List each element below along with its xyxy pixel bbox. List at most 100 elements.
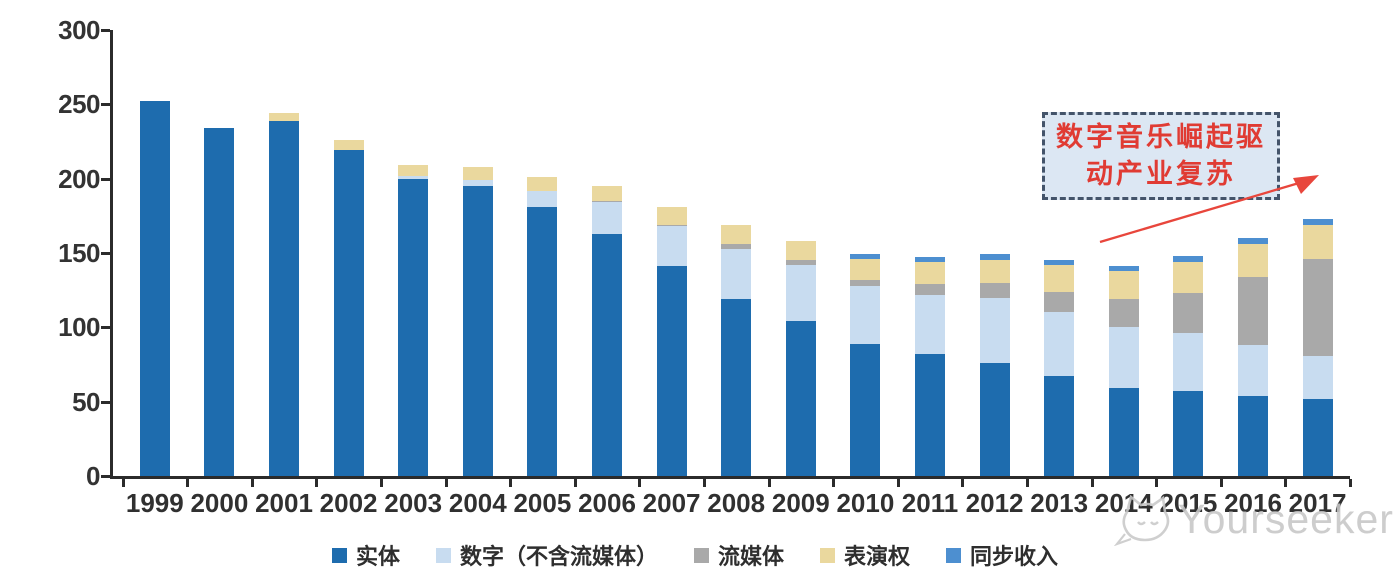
bar-segment-sync-revenue-2015: [1173, 255, 1204, 262]
bar-segment-performance-rights-2015: [1173, 261, 1204, 294]
bar-segment-sync-revenue-2014: [1108, 266, 1139, 271]
x-tick: [250, 479, 254, 487]
bar-segment-physical-2009: [785, 321, 816, 476]
x-tick-label-2002: 2002: [319, 488, 378, 518]
x-tick: [444, 479, 448, 487]
watermark-text: Yourseeker: [1178, 495, 1394, 542]
bar-segment-performance-rights-2004: [462, 166, 493, 181]
bar-segment-streaming-2011: [915, 284, 945, 295]
bar-segment-digital-ex-streaming-2003: [398, 175, 429, 179]
bar-segment-physical-2002: [333, 150, 364, 476]
legend-swatch-performance-rights: [820, 547, 835, 563]
y-tick: [101, 400, 110, 404]
legend-item-physical: 实体: [331, 539, 400, 571]
legend: 实体 数字（不含流媒体） 流媒体 表演权 同步收入: [0, 539, 1390, 571]
bar-segment-physical-2011: [915, 354, 945, 476]
x-tick: [573, 479, 577, 487]
bar-segment-physical-2015: [1173, 391, 1204, 476]
x-tick: [1348, 479, 1352, 487]
bar-segment-performance-rights-2003: [398, 165, 429, 176]
x-tick: [1025, 479, 1029, 487]
bar-segment-physical-2013: [1044, 376, 1075, 476]
bar-segment-performance-rights-2010: [850, 258, 881, 280]
bar-segment-performance-rights-2005: [527, 177, 558, 191]
x-tick-label-2006: 2006: [578, 488, 636, 518]
bar-segment-digital-ex-streaming-2012: [979, 297, 1010, 363]
bar-segment-performance-rights-2013: [1044, 264, 1075, 292]
bar-segment-digital-ex-streaming-2017: [1302, 355, 1333, 399]
watermark: Yourseeker: [1112, 492, 1394, 546]
bar-segment-physical-2014: [1108, 388, 1139, 476]
bar-segment-physical-2004: [462, 186, 493, 476]
legend-label-streaming: 流媒体: [717, 544, 784, 569]
x-tick: [896, 479, 900, 487]
x-tick-label-2016: 2016: [1224, 488, 1282, 518]
bar-segment-performance-rights-2009: [785, 241, 816, 261]
bar-segment-digital-ex-streaming-2004: [462, 180, 493, 187]
x-tick-label-2011: 2011: [901, 488, 959, 518]
bar-segment-streaming-2012: [979, 282, 1010, 298]
x-tick: [767, 479, 771, 487]
bar-segment-sync-revenue-2017: [1302, 218, 1333, 225]
bar-segment-digital-ex-streaming-2015: [1173, 333, 1204, 392]
bar-segment-sync-revenue-2010: [850, 254, 881, 259]
bar-segment-digital-ex-streaming-2013: [1044, 312, 1075, 377]
y-tick-label: 200: [58, 163, 100, 194]
x-tick-label-2013: 2013: [1030, 488, 1089, 518]
bar-segment-physical-2006: [592, 233, 622, 476]
x-tick-label-2014: 2014: [1094, 488, 1153, 518]
bar-segment-streaming-2016: [1238, 276, 1268, 346]
bar-segment-digital-ex-streaming-2007: [656, 226, 687, 267]
x-tick: [961, 479, 965, 487]
x-tick: [315, 479, 319, 487]
bar-segment-physical-2000: [204, 128, 235, 476]
legend-label-digital-ex-streaming: 数字（不含流媒体）: [459, 544, 658, 569]
x-tick-label-1999: 1999: [125, 488, 184, 518]
x-tick: [1090, 479, 1094, 487]
x-tick: [1219, 479, 1223, 487]
y-tick-label: 250: [58, 89, 100, 120]
bar-segment-physical-2016: [1238, 395, 1268, 476]
bar-segment-performance-rights-2016: [1238, 244, 1268, 277]
x-tick: [832, 479, 836, 487]
y-tick: [101, 326, 110, 330]
x-tick-label-2010: 2010: [836, 488, 895, 518]
bar-segment-sync-revenue-2011: [915, 257, 945, 262]
bar-segment-streaming-2015: [1173, 293, 1204, 334]
annotation-arrowhead: [1293, 175, 1319, 194]
bar-segment-physical-2010: [850, 343, 881, 476]
annotation-text-line1: 数字音乐崛起驱: [1056, 122, 1266, 152]
bar-segment-performance-rights-2007: [656, 206, 687, 225]
bar-segment-performance-rights-2011: [915, 261, 945, 285]
bar-segment-physical-2012: [979, 363, 1010, 476]
legend-swatch-sync-revenue: [946, 547, 962, 563]
bar-segment-digital-ex-streaming-2016: [1238, 345, 1268, 396]
y-tick-label: 50: [72, 386, 100, 417]
x-tick: [1284, 479, 1288, 487]
bar-segment-physical-2008: [721, 299, 752, 476]
x-tick-label-2001: 2001: [255, 488, 313, 518]
legend-item-streaming: 流媒体: [693, 539, 784, 571]
bar-segment-performance-rights-2002: [333, 140, 364, 151]
bar-segment-streaming-2017: [1302, 258, 1333, 356]
bar-segment-performance-rights-2012: [979, 260, 1010, 283]
x-tick: [509, 479, 513, 487]
y-axis: [110, 30, 113, 479]
bar-segment-digital-ex-streaming-2005: [527, 190, 558, 207]
bar-segment-performance-rights-2014: [1108, 270, 1139, 300]
y-tick: [101, 177, 110, 181]
bar-segment-sync-revenue-2016: [1238, 238, 1268, 245]
bar-segment-streaming-2008: [721, 244, 752, 249]
x-tick-label-2008: 2008: [707, 488, 766, 518]
y-tick-label: 150: [58, 238, 100, 268]
bar-segment-physical-2007: [656, 266, 687, 476]
bar-segment-digital-ex-streaming-2010: [850, 285, 881, 344]
y-tick-label: 0: [86, 461, 100, 491]
legend-label-physical: 实体: [355, 544, 400, 569]
legend-swatch-physical: [331, 547, 347, 563]
legend-swatch-streaming: [693, 547, 709, 563]
y-tick: [101, 29, 110, 32]
x-tick: [702, 479, 706, 487]
x-tick-label-2003: 2003: [384, 488, 443, 518]
bar-segment-physical-2017: [1302, 398, 1333, 476]
